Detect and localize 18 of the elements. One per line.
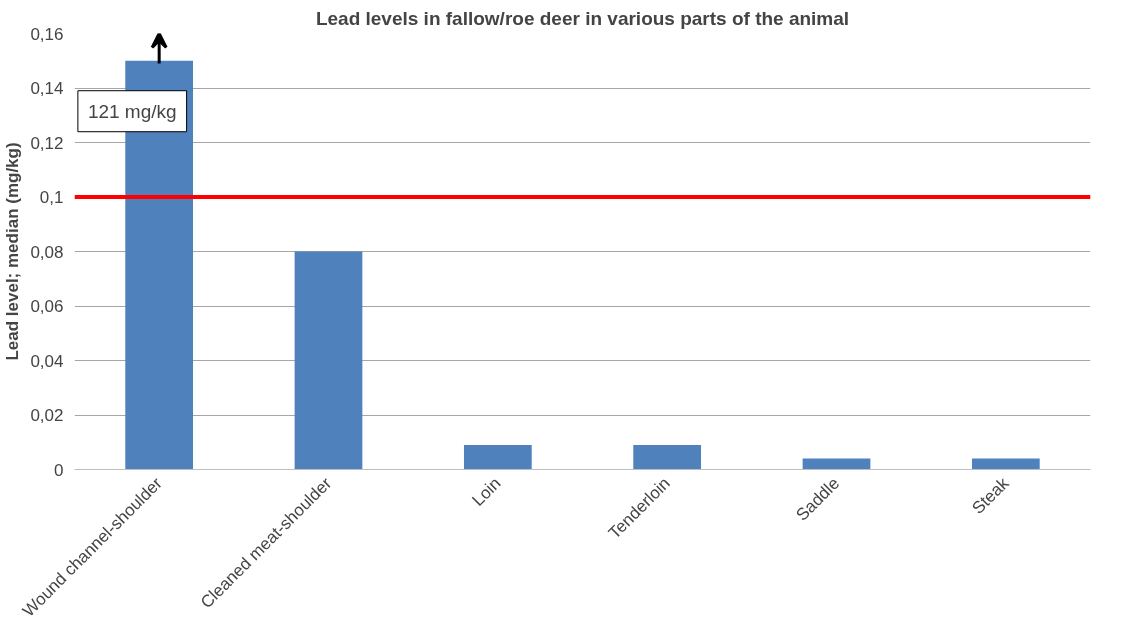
y-tick-label: 0,16 [30,24,64,44]
y-tick-label: 0,04 [30,351,64,371]
y-tick-label: 0,02 [30,406,64,425]
y-tick-label: 0,14 [30,79,64,98]
y-tick-label: 0,12 [30,133,64,153]
bar [633,444,702,470]
y-tick-label: 0 [54,460,64,480]
bar [294,251,363,470]
y-tick-label: 0,08 [30,242,64,262]
y-axis-title: Lead level; median (mg/kg) [3,142,23,361]
chart-title: Lead levels in fallow/roe deer in various parts of the animal [315,7,850,29]
y-tick-label: 0,06 [30,297,64,316]
x-tick-label: Loin [468,473,505,510]
bar [971,458,1040,470]
annotation: 121 mg/kg [87,100,177,122]
bar [463,444,532,470]
bar [802,458,871,470]
y-tick-label: 0,1 [39,188,64,207]
